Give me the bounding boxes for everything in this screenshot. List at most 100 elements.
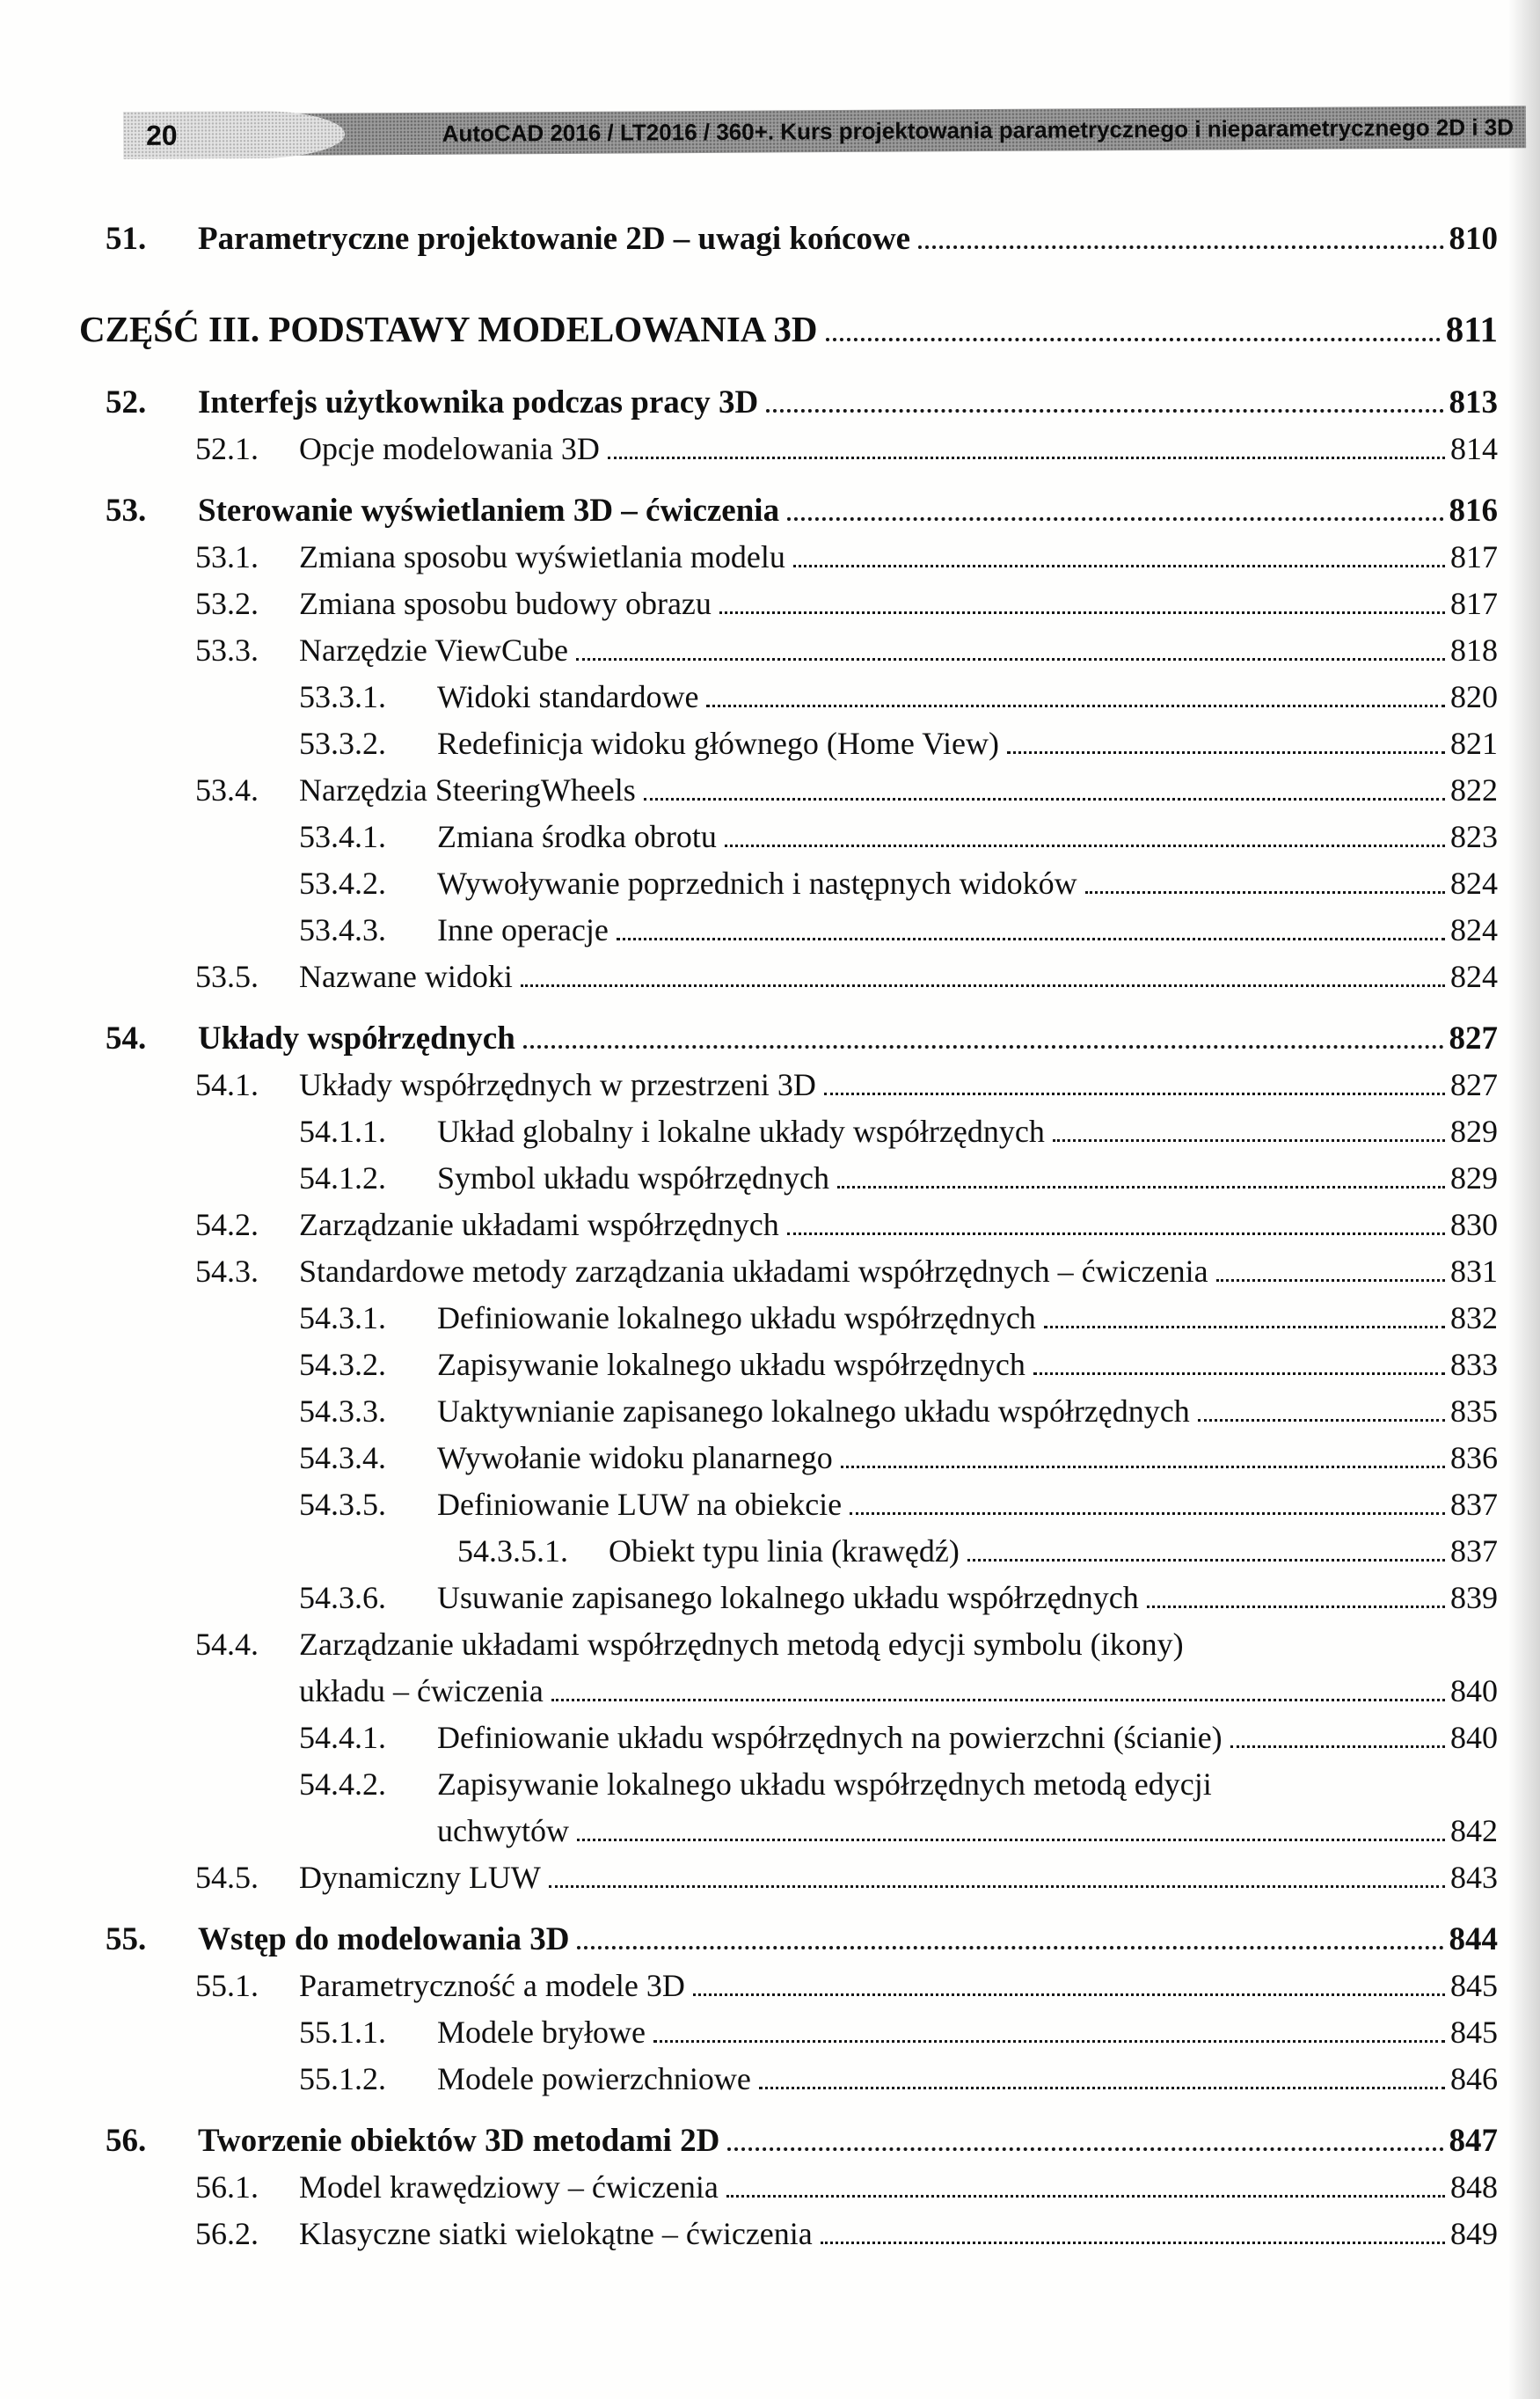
toc-entry-title: Standardowe metody zarządzania układami …: [299, 1254, 1208, 1289]
dot-leader: [1033, 1372, 1445, 1375]
toc: 51. Parametryczne projektowanie 2D – uwa…: [0, 167, 1540, 2257]
toc-entry-number: 53.3.1.: [299, 679, 386, 714]
toc-entry-title: Narzędzia SteeringWheels: [299, 772, 636, 808]
dot-leader: [1197, 1419, 1445, 1422]
toc-entry-number: 53.1.: [195, 539, 259, 574]
toc-entry-number: 54.3.3.: [299, 1393, 386, 1429]
toc-entry-page: 848: [1450, 2169, 1498, 2205]
toc-entry-number: 54.4.2.: [299, 1766, 386, 1802]
toc-entry-number: 54.3.4.: [299, 1440, 386, 1475]
toc-entry: 54.3.5.1. Obiekt typu linia (krawędź) 83…: [79, 1528, 1498, 1575]
toc-entry: 54.3.6. Usuwanie zapisanego lokalnego uk…: [79, 1575, 1498, 1621]
toc-entry: 52.1. Opcje modelowania 3D 814: [79, 426, 1498, 472]
toc-entry-number: 54.1.2.: [299, 1160, 386, 1196]
toc-entry-page: 832: [1450, 1300, 1498, 1335]
toc-entry-page: 845: [1450, 2015, 1498, 2050]
toc-entry-page: 847: [1449, 2123, 1499, 2159]
toc-entry-number: 53.2.: [195, 586, 259, 621]
dot-leader: [577, 1946, 1444, 1949]
toc-entry-title: Zapisywanie lokalnego układu współrzędny…: [437, 1347, 1025, 1382]
dot-leader: [1230, 1745, 1445, 1748]
toc-entry: 55.1. Parametryczność a modele 3D 845: [79, 1963, 1498, 2009]
toc-entry-title: Zmiana sposobu wyświetlania modelu: [299, 539, 785, 574]
toc-entry-title: Układy współrzędnych: [198, 1020, 515, 1057]
toc-entry-number: 52.1.: [195, 431, 259, 466]
dot-leader: [787, 517, 1444, 521]
toc-entry-number: 53.: [106, 493, 147, 529]
dot-leader: [551, 1699, 1445, 1701]
toc-entry-page: 827: [1449, 1020, 1499, 1057]
toc-entry: 55.1.1. Modele bryłowe 845: [79, 2009, 1498, 2056]
toc-entry-page: 831: [1450, 1254, 1498, 1289]
toc-entry: 54.3.2. Zapisywanie lokalnego układu wsp…: [79, 1342, 1498, 1388]
toc-entry-page: 821: [1450, 726, 1498, 761]
toc-entry: 53.4.1. Zmiana środka obrotu 823: [79, 814, 1498, 860]
toc-entry-title: Symbol układu współrzędnych: [437, 1160, 829, 1196]
toc-entry-page: 830: [1450, 1207, 1498, 1242]
toc-entry-page: 844: [1449, 1921, 1499, 1957]
toc-entry: 54.3.5. Definiowanie LUW na obiekcie 837: [79, 1481, 1498, 1528]
dot-leader: [548, 1885, 1445, 1888]
toc-entry-page: 837: [1450, 1533, 1498, 1569]
dot-leader: [726, 2195, 1445, 2198]
toc-entry-number: 54.3.1.: [299, 1300, 386, 1335]
toc-entry-number: 54.3.5.1.: [457, 1533, 568, 1569]
toc-entry-title: Modele bryłowe: [437, 2015, 646, 2050]
dot-leader: [1146, 1605, 1445, 1608]
dot-leader: [724, 845, 1445, 847]
toc-entry: 56.1. Model krawędziowy – ćwiczenia 848: [79, 2164, 1498, 2211]
toc-entry-title: Widoki standardowe: [437, 679, 699, 714]
toc-entry-page: 824: [1450, 912, 1498, 947]
toc-entry-page: 817: [1450, 586, 1498, 621]
dot-leader: [520, 984, 1445, 987]
dot-leader: [653, 2040, 1445, 2043]
toc-entry-page: 823: [1450, 819, 1498, 854]
toc-entry-title: Zmiana sposobu budowy obrazu: [299, 586, 712, 621]
toc-entry: 54.4.1. Definiowanie układu współrzędnyc…: [79, 1715, 1498, 1761]
toc-entry-page: 845: [1450, 1968, 1498, 2003]
toc-entry: CZĘŚĆ III. PODSTAWY MODELOWANIA 3D 811: [79, 306, 1498, 353]
toc-entry-title: Wywołanie widoku planarnego: [437, 1440, 833, 1475]
toc-entry: 54.3. Standardowe metody zarządzania ukł…: [79, 1248, 1498, 1295]
toc-entry-title: Nazwane widoki: [299, 959, 513, 994]
toc-entry-title: Zmiana środka obrotu: [437, 819, 717, 854]
toc-entry-number: 54.3.: [195, 1254, 259, 1289]
toc-entry: 54.1.2. Symbol układu współrzędnych 829: [79, 1155, 1498, 1202]
toc-entry-title: Sterowanie wyświetlaniem 3D – ćwiczenia: [198, 493, 780, 529]
toc-entry-page: 827: [1450, 1067, 1498, 1102]
toc-entry-page: 839: [1450, 1580, 1498, 1615]
toc-entry-number: 54.1.: [195, 1067, 259, 1102]
toc-entry-page: 835: [1450, 1393, 1498, 1429]
toc-entry: 54.1. Układy współrzędnych w przestrzeni…: [79, 1062, 1498, 1108]
toc-entry: 54.1.1. Układ globalny i lokalne układy …: [79, 1108, 1498, 1155]
dot-leader: [643, 798, 1445, 801]
toc-entry-page: 840: [1450, 1673, 1498, 1708]
toc-entry-title: Klasyczne siatki wielokątne – ćwiczenia: [299, 2216, 813, 2251]
dot-leader: [840, 1466, 1445, 1468]
toc-entry-page: 846: [1450, 2061, 1498, 2096]
toc-entry: 53.3.2. Redefinicja widoku głównego (Hom…: [79, 720, 1498, 767]
toc-entry: 54. Układy współrzędnych 827: [79, 1015, 1498, 1062]
toc-entry-number: 51.: [106, 221, 147, 257]
toc-entry: 53.4.2. Wywoływanie poprzednich i następ…: [79, 860, 1498, 907]
page-number-badge: 20: [122, 110, 346, 160]
toc-entry-number: 53.4.3.: [299, 912, 386, 947]
toc-entry-number: 53.4.2.: [299, 866, 386, 901]
toc-entry: 56.2. Klasyczne siatki wielokątne – ćwic…: [79, 2211, 1498, 2257]
dot-leader: [607, 457, 1445, 459]
toc-entry-title: Opcje modelowania 3D: [299, 431, 600, 466]
dot-leader: [706, 705, 1445, 707]
dot-leader: [918, 245, 1444, 249]
toc-entry-title: Definiowanie układu współrzędnych na pow…: [437, 1720, 1223, 1755]
toc-entry-page: 822: [1450, 772, 1498, 808]
toc-entry-page: 829: [1450, 1160, 1498, 1196]
dot-leader: [522, 1045, 1444, 1049]
dot-leader: [850, 1512, 1445, 1515]
toc-entry-title: Zarządzanie układami współrzędnych: [299, 1207, 779, 1242]
toc-entry-title: Wstęp do modelowania 3D: [198, 1921, 570, 1957]
toc-entry: 53.4.3. Inne operacje 824: [79, 907, 1498, 954]
toc-entry-title: Układ globalny i lokalne układy współrzę…: [437, 1114, 1045, 1149]
toc-entry-number: 54.3.5.: [299, 1487, 386, 1522]
toc-entry-page: 824: [1450, 959, 1498, 994]
toc-entry: 53.4. Narzędzia SteeringWheels 822: [79, 767, 1498, 814]
